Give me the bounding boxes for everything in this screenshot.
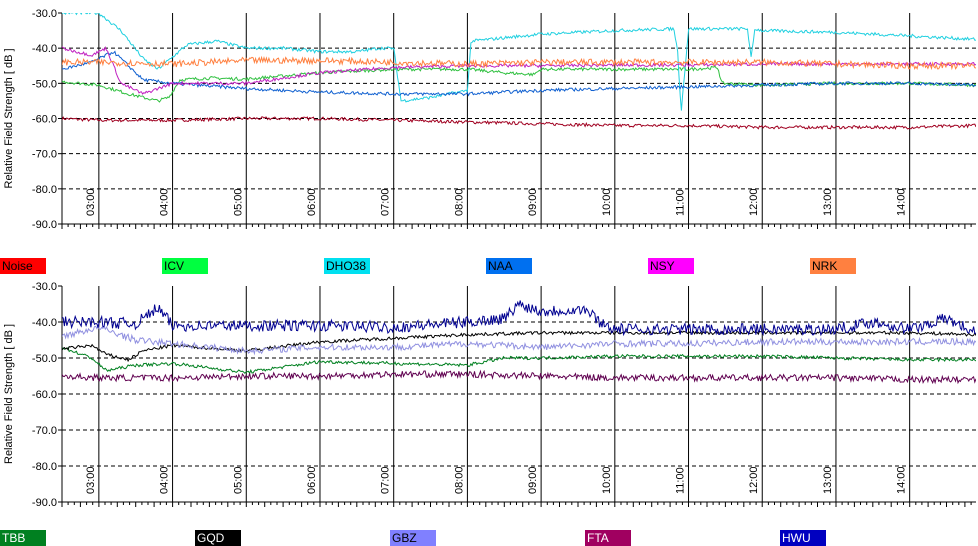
chart-panel-1: -30.0 -40.0 -50.0 -60.0 -70.0 -80.0 -90.0 03:00… [3, 8, 976, 231]
x-tick-label: 08:00 [453, 466, 465, 494]
y-tick-label: -70.0 [32, 425, 57, 437]
x-tick-label: 09:00 [527, 466, 539, 494]
x-tick-label: 11:00 [675, 467, 687, 494]
legend-item-nrk: NRK [810, 258, 856, 274]
x-tick-label: 12:00 [748, 466, 760, 494]
chart-panel-2: -30.0 -40.0 -50.0 -60.0 -70.0 -80.0 -90.0 03:00… [3, 281, 976, 509]
x-tick-label: 08:00 [453, 188, 465, 216]
y-tick-label: -50.0 [32, 78, 57, 90]
x-tick-label: 04:00 [159, 466, 171, 494]
y-tick-label: -70.0 [32, 149, 57, 161]
x-tick-label: 09:00 [527, 188, 539, 216]
y-tick-label: -50.0 [32, 353, 57, 365]
series-line-tbb [62, 347, 976, 375]
x-minor-ticks [61, 224, 972, 229]
y-tick-label: -90.0 [32, 497, 57, 509]
y-tick-label: -30.0 [32, 281, 57, 293]
x-tick-label: 10:00 [601, 188, 613, 216]
legend-item-gqd: GQD [195, 530, 241, 546]
y-tick-label: -40.0 [32, 317, 57, 329]
x-tick-label: 14:00 [896, 188, 908, 216]
x-tick-label: 05:00 [232, 188, 244, 216]
x-tick-label: 04:00 [159, 188, 171, 216]
y-tick-label: -90.0 [32, 219, 57, 231]
x-tick-label: 14:00 [896, 466, 908, 494]
x-tick-label: 06:00 [306, 466, 318, 494]
series-line-nsy [62, 46, 976, 95]
legend-item-hwu: HWU [780, 530, 826, 546]
y-tick-label: -60.0 [32, 389, 57, 401]
series-line-nrk [62, 55, 976, 71]
x-tick-label: 06:00 [306, 188, 318, 216]
series-line-icv [62, 65, 976, 103]
y-tick-label: -30.0 [32, 8, 57, 20]
y-tick-label: -80.0 [32, 184, 57, 196]
y-axis-label: Relative Field Strength [ dB ] [3, 48, 15, 188]
y-tick-label: -60.0 [32, 114, 57, 126]
legend-item-tbb: TBB [0, 530, 46, 546]
x-tick-label: 07:00 [380, 188, 392, 216]
y-tick-label: -80.0 [32, 461, 57, 473]
x-tick-label: 11:00 [675, 189, 687, 216]
series-line-dho38 [62, 13, 976, 111]
series-line-fta [62, 369, 976, 385]
y-axis-label: Relative Field Strength [ dB ] [3, 324, 15, 464]
legend-item-naa: NAA [486, 258, 532, 274]
series-line-naa [62, 50, 976, 97]
legend-item-fta: FTA [585, 530, 631, 546]
legend-item-icv: ICV [162, 258, 208, 274]
series-line-gqd [62, 330, 976, 363]
legend-item-gbz: GBZ [390, 530, 436, 546]
legend-item-noise: Noise [0, 258, 46, 274]
x-tick-label: 13:00 [822, 466, 834, 494]
legend-item-nsy: NSY [648, 258, 694, 274]
legend-item-dho38: DHO38 [324, 258, 370, 274]
x-tick-label: 03:00 [85, 466, 97, 494]
x-tick-label: 07:00 [380, 466, 392, 494]
series-line-hwu [62, 300, 976, 337]
x-tick-label: 13:00 [822, 188, 834, 216]
x-tick-label: 05:00 [232, 466, 244, 494]
x-tick-label: 10:00 [601, 466, 613, 494]
x-minor-ticks [61, 502, 972, 507]
x-tick-label: 12:00 [748, 188, 760, 216]
x-tick-label: 03:00 [85, 188, 97, 216]
y-tick-label: -40.0 [32, 43, 57, 55]
series-line-gbz [62, 322, 976, 356]
series-line-noise [62, 116, 976, 131]
